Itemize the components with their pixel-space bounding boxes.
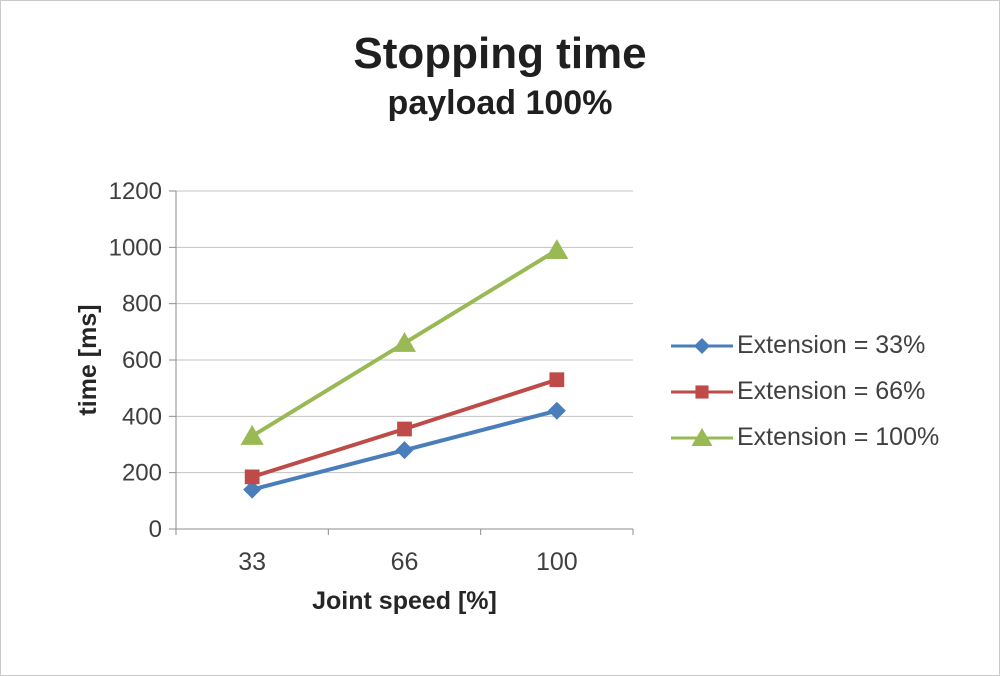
x-tick-label: 100 — [536, 548, 578, 576]
legend: Extension = 33% Extension = 66% Extension … — [669, 331, 939, 452]
diamond-marker — [694, 337, 710, 354]
chart-title-block: Stopping time payload 100% — [1, 29, 999, 123]
y-tick-label: 600 — [122, 347, 162, 374]
legend-item: Extension = 66% — [669, 377, 939, 406]
triangle-marker — [545, 239, 569, 259]
diamond-marker — [395, 441, 414, 460]
triangle-marker — [691, 427, 713, 446]
legend-swatch — [671, 384, 733, 399]
square-marker — [549, 372, 565, 388]
diamond-marker — [547, 401, 566, 420]
x-tick-label: 66 — [391, 548, 419, 576]
triangle-marker — [392, 332, 417, 352]
legend-item: Extension = 33% — [669, 331, 939, 360]
legend-swatch — [671, 337, 733, 354]
chart-subtitle: payload 100% — [387, 83, 613, 122]
square-marker — [695, 384, 709, 399]
legend-swatch — [671, 427, 733, 446]
legend-label: Extension = 33% — [737, 331, 926, 359]
triangle-marker — [240, 425, 264, 445]
y-axis-title: time [ms] — [74, 304, 102, 415]
legend-label: Extension = 66% — [737, 377, 926, 405]
y-tick-label: 1200 — [109, 178, 162, 205]
y-tick-label: 0 — [149, 516, 162, 543]
y-tick-label: 400 — [122, 403, 162, 430]
square-marker — [244, 469, 260, 485]
x-axis-title: Joint speed [%] — [312, 587, 497, 615]
y-tick-label: 1000 — [109, 234, 162, 261]
x-tick-label: 33 — [238, 548, 266, 576]
legend-item: Extension = 100% — [669, 423, 939, 452]
chart-title: Stopping time — [353, 29, 647, 78]
diamond-marker — [243, 480, 262, 499]
y-tick-label: 800 — [122, 291, 162, 318]
legend-label: Extension = 100% — [737, 423, 940, 451]
y-tick-label: 200 — [122, 460, 162, 487]
square-marker — [397, 421, 412, 437]
